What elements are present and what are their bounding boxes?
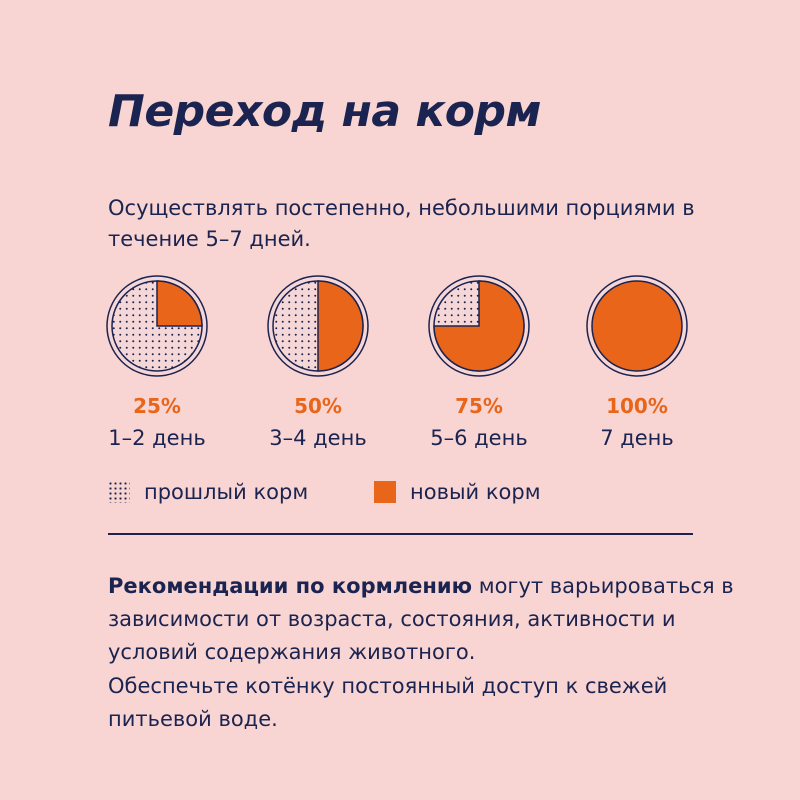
water-text: Обеспечьте котёнку постоянный доступ к с… (108, 674, 668, 731)
pie-slice-old-food (434, 281, 479, 326)
legend-new-food: новый корм (374, 479, 541, 505)
subtitle: Осуществлять постепенно, небольшими порц… (108, 196, 695, 251)
legend-old-food-label: прошлый корм (144, 480, 309, 504)
pie-day-label: 5–6 день (430, 426, 528, 450)
pie-percent-label: 25% (133, 394, 181, 418)
page-title: Переход на корм (108, 86, 541, 137)
pie-slice-new-food (317, 280, 364, 372)
pie-slice-new-food (156, 280, 203, 327)
recommendations-rest: могут варьироваться в зависимости от воз… (108, 574, 734, 664)
pie-percent-label: 100% (606, 394, 668, 418)
recommendations-text: Рекомендации по кормлению могут варьиров… (108, 570, 748, 669)
pie-percent-label: 75% (455, 394, 503, 418)
pie-day-label: 3–4 день (269, 426, 367, 450)
dotted-swatch-icon (108, 481, 130, 503)
pie-day-label: 1–2 день (108, 426, 206, 450)
divider (108, 533, 693, 535)
pie-percent-label: 50% (294, 394, 342, 418)
pie-day-label: 7 день (600, 426, 674, 450)
recommendations-bold: Рекомендации по кормлению (108, 574, 473, 598)
pie-slice-old-food (273, 281, 318, 371)
legend-new-food-label: новый корм (410, 480, 541, 504)
pie-slice-new-food (591, 280, 683, 372)
solid-swatch-icon (374, 481, 396, 503)
legend-old-food: прошлый корм (108, 479, 308, 505)
pie-slice-new-food (433, 280, 525, 372)
